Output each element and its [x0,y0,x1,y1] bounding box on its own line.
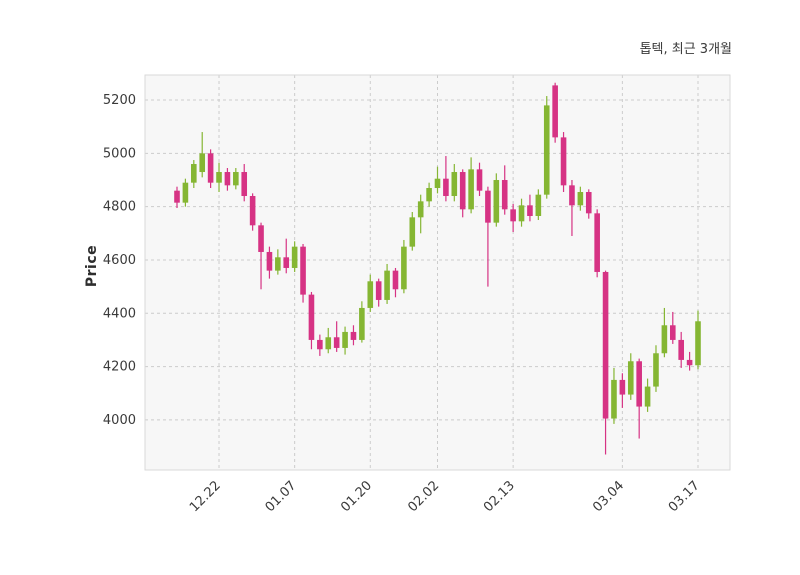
candle-body [317,339,323,350]
candle-body [543,105,550,195]
candle-body [359,307,365,340]
candle-body [535,194,542,216]
candle-body [434,178,441,189]
y-tick-label: 4800 [103,200,136,215]
x-tick-label: 02.13 [481,478,518,515]
candle-body [653,353,659,387]
candle-body [485,190,491,223]
candle-body [585,192,592,214]
candle-body [468,169,474,210]
candle-body [678,339,684,360]
candle-body [325,337,332,350]
candle-body [669,325,676,340]
candle-body [443,178,449,197]
candle-body [375,281,382,300]
candle-body [283,257,290,268]
candle-body [182,182,189,203]
candle-body [661,325,668,354]
candle-body [695,321,701,366]
x-tick-label: 03.04 [590,478,627,515]
candle-body [459,172,466,210]
x-tick-label: 02.02 [405,478,442,515]
candle-body [384,270,390,300]
x-tick-label: 03.17 [666,478,703,515]
candle-body [594,213,600,272]
candle-body [644,386,651,407]
y-tick-label: 4200 [103,360,136,375]
candle-body [249,196,256,226]
y-tick-label: 4600 [103,253,136,268]
candle-body [426,188,432,202]
candle-body [569,185,575,206]
plot-background [145,75,730,470]
candle-body [266,251,273,271]
candle-body [401,246,407,290]
candle-body [409,217,416,247]
candle-body [216,172,222,183]
candle-body [233,172,239,186]
candle-body [199,153,206,173]
candle-body [241,172,248,197]
candle-body [207,153,214,183]
candle-body [560,137,567,186]
candle-body [258,225,264,252]
candle-body [350,331,357,340]
candle-body [552,85,558,138]
candle-body [342,331,348,348]
candle-body [333,337,340,348]
candle-body [191,164,197,183]
plot-border [144,74,731,471]
candle-body [417,201,424,218]
y-tick-label: 5200 [103,93,136,108]
chart-title: 톱텍, 최근 3개월 [639,42,732,57]
candle-body [619,379,626,395]
candle-body [476,169,483,191]
candle-body [308,294,315,340]
candle-body [300,246,306,295]
candle-body [291,246,298,268]
candle-body [527,205,533,216]
candle-body [493,180,500,223]
candle-body [686,359,693,366]
candle-body [510,209,516,222]
candle-body [392,270,399,290]
y-tick-label: 5000 [103,146,136,161]
candle-body [501,180,508,210]
candle-body [174,190,180,203]
candle-body [367,281,374,308]
candle-body [602,271,609,419]
candle-body [275,257,281,271]
x-tick-label: 01.20 [338,478,375,515]
y-axis-label: Price [84,244,100,288]
candle-body [636,361,642,407]
y-tick-label: 4400 [103,306,136,321]
candle-body [577,192,584,206]
candle-body [627,361,634,395]
y-tick-label: 4000 [103,413,136,428]
x-tick-label: 01.07 [263,478,300,515]
candle-body [611,379,617,419]
candle-body [224,172,231,186]
x-tick-label: 12.22 [187,478,224,515]
candle-body [451,172,458,197]
candle-body [518,205,525,222]
